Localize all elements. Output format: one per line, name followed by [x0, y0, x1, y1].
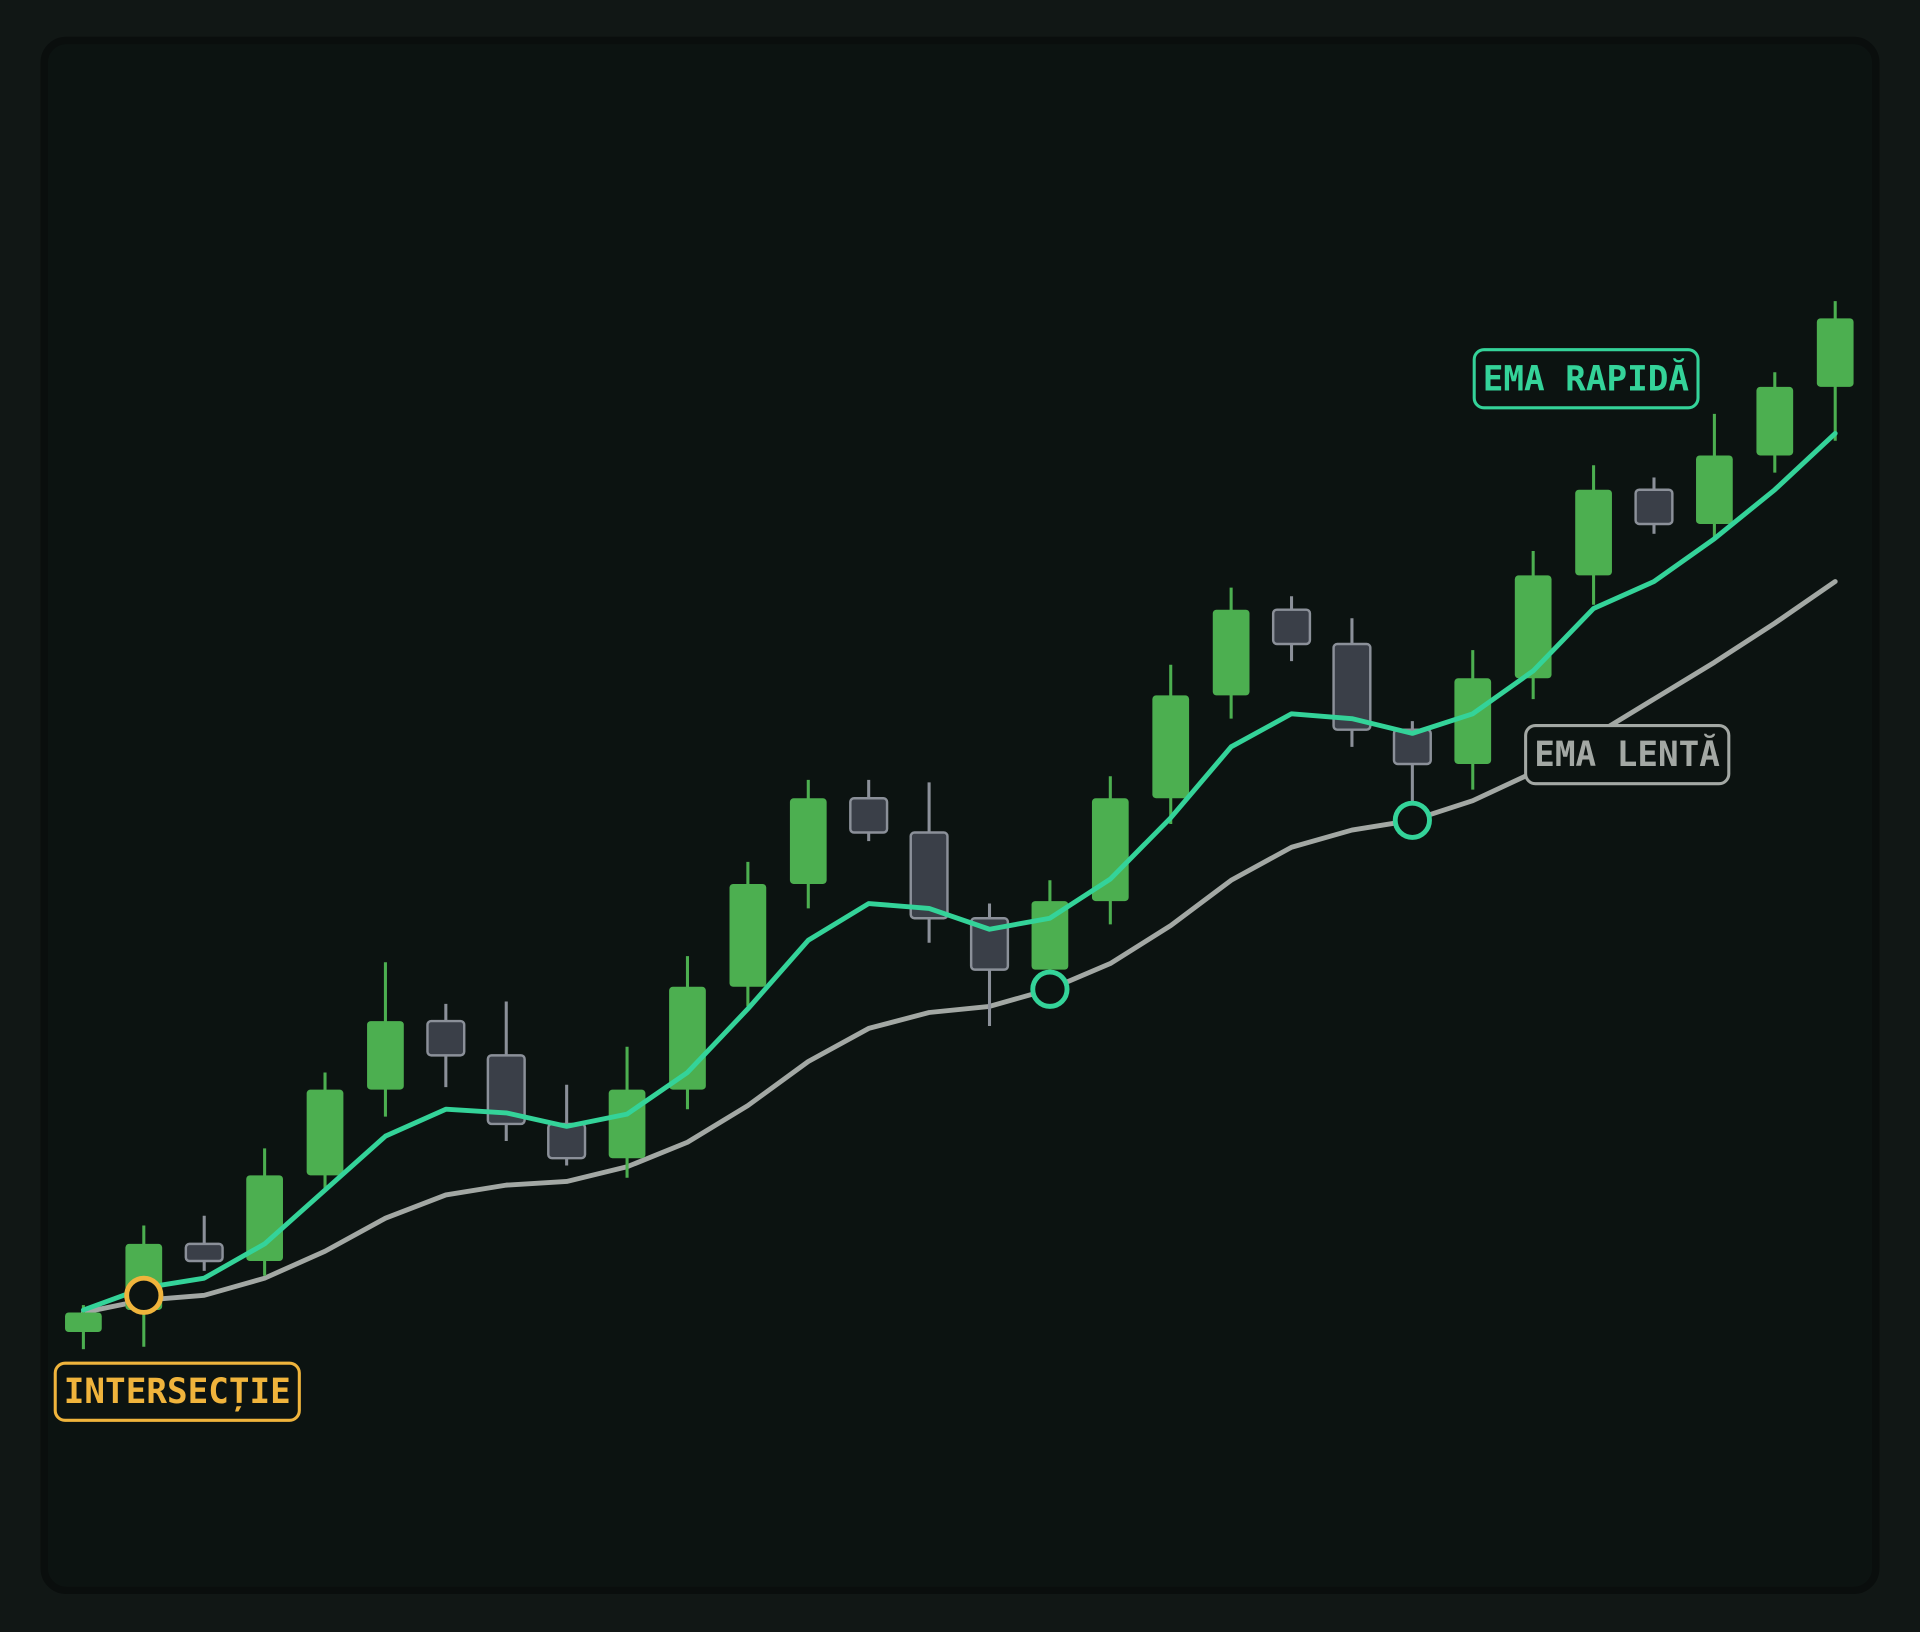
candle-body	[909, 831, 949, 920]
candle-body	[1575, 489, 1612, 576]
candle-body	[1454, 678, 1492, 764]
cross-marker	[1392, 800, 1432, 840]
ema-line	[80, 430, 1838, 1313]
candle-body	[184, 1242, 224, 1263]
label-box	[1472, 348, 1700, 410]
candle-body	[246, 1175, 283, 1262]
line-label: EMA LENTĂ	[1534, 734, 1720, 775]
candle-body	[1634, 488, 1674, 526]
candle-body	[849, 797, 889, 834]
candle-body	[367, 1021, 404, 1090]
candle-body	[1332, 642, 1372, 731]
candle-body	[1816, 318, 1854, 387]
candle-body	[547, 1122, 587, 1160]
candle-body	[486, 1054, 526, 1126]
candle-body	[1271, 608, 1312, 646]
line-label: EMA RAPIDĂ	[1483, 358, 1690, 399]
candle-body	[1212, 609, 1250, 696]
candle-body	[789, 798, 827, 884]
candle-body	[65, 1312, 102, 1333]
candle-body	[1152, 695, 1190, 799]
chart-card	[40, 36, 1880, 1595]
candle-body	[426, 1019, 466, 1057]
label-box	[53, 1361, 301, 1422]
candle-body	[1756, 386, 1794, 456]
candle-body	[306, 1089, 344, 1176]
candle-body	[608, 1089, 646, 1159]
line-label: INTERSECȚIE	[64, 1372, 291, 1412]
label-box	[1524, 724, 1731, 786]
candle-body	[1392, 728, 1432, 766]
candle-body	[729, 883, 767, 987]
candle-body	[1514, 575, 1552, 679]
candle-body	[1696, 455, 1733, 525]
cross-marker	[124, 1275, 164, 1315]
candle-body	[1091, 798, 1129, 902]
cross-marker	[1030, 969, 1070, 1009]
candle-body	[969, 917, 1010, 971]
